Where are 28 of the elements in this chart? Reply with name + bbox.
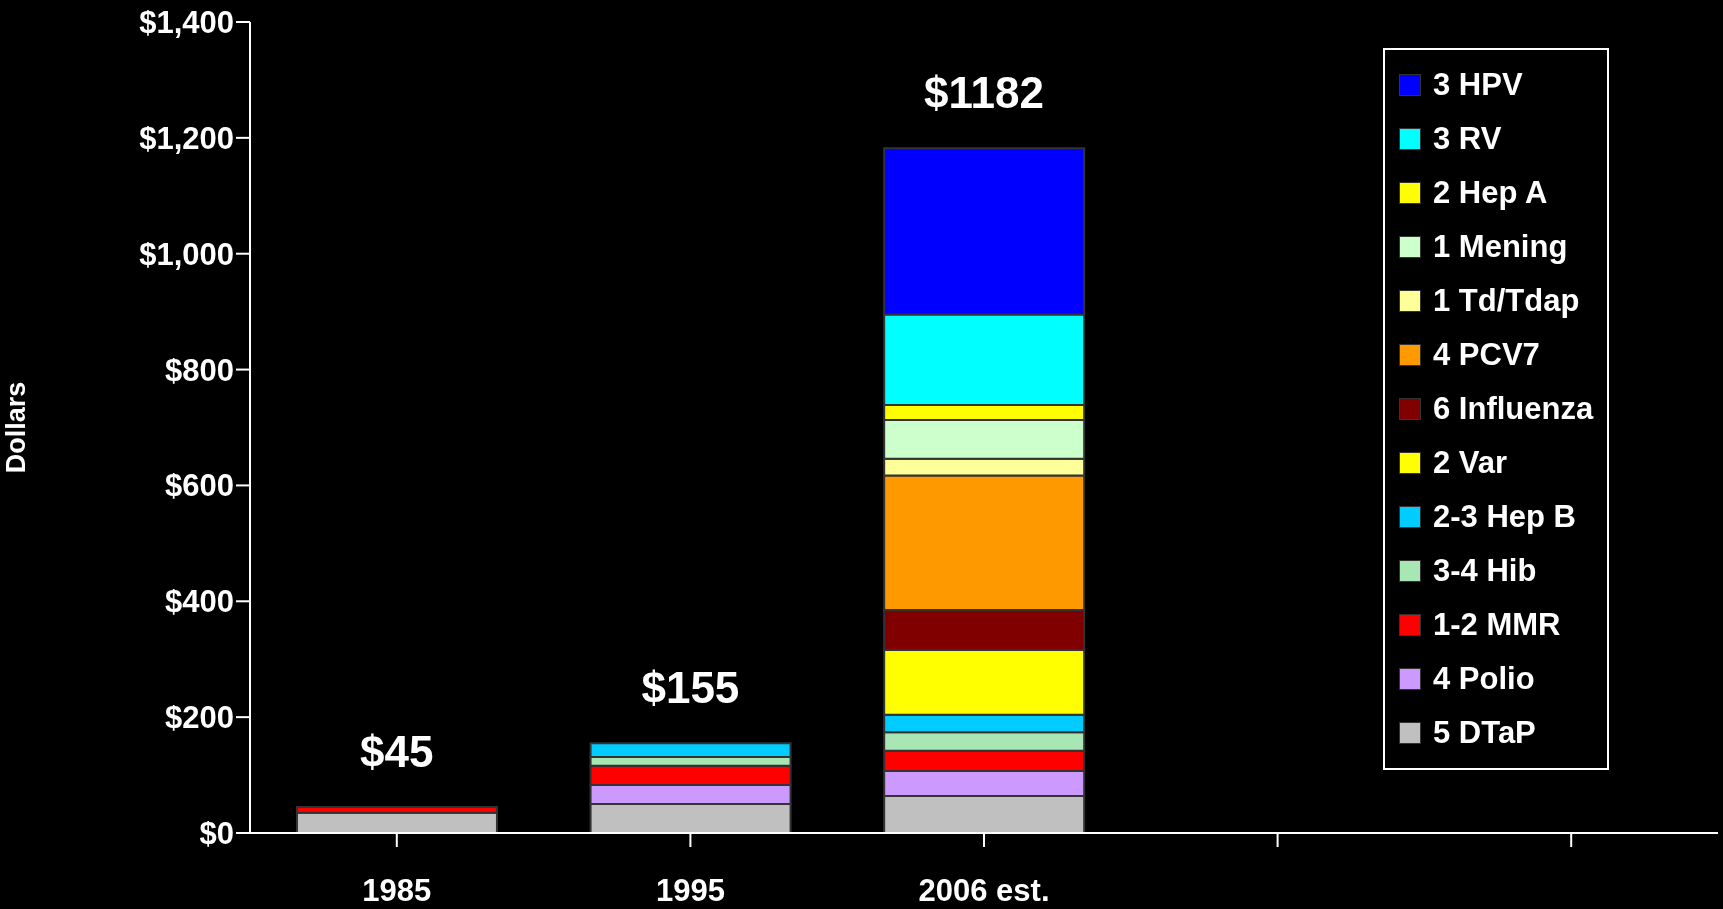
y-tick-label: $400 [165, 584, 234, 620]
legend-label: 1 Td/Tdap [1433, 283, 1580, 319]
legend-label: 2 Var [1433, 445, 1508, 481]
legend-label: 4 PCV7 [1433, 337, 1540, 373]
legend-label: 2 Hep A [1433, 175, 1548, 211]
legend-label: 2-3 Hep B [1433, 499, 1576, 535]
legend-label: 1 Mening [1433, 229, 1568, 265]
y-tick-label: $0 [199, 816, 234, 852]
y-tick-label: $200 [165, 700, 234, 736]
legend-label: 3 RV [1433, 121, 1502, 157]
legend-label: 3-4 Hib [1433, 553, 1537, 589]
legend-label: 6 Influenza [1433, 391, 1594, 427]
legend-label: 3 HPV [1433, 67, 1523, 103]
y-tick-label: $800 [165, 352, 234, 388]
total-label: $155 [641, 663, 740, 713]
total-label: $45 [360, 726, 434, 776]
legend-label: 1-2 MMR [1433, 607, 1561, 643]
y-tick-label: $1,000 [139, 236, 234, 272]
x-tick-label: 1995 [655, 873, 725, 909]
x-tick-label: 2006 est. [918, 873, 1050, 909]
y-tick-label: $600 [165, 468, 234, 504]
y-tick-label: $1,400 [139, 5, 234, 41]
y-tick-label: $1,200 [139, 120, 234, 156]
legend-label: 4 Polio [1433, 661, 1535, 697]
x-tick-label: 1985 [362, 873, 432, 909]
legend-label: 5 DTaP [1433, 715, 1536, 751]
total-label: $1182 [924, 68, 1044, 118]
y-axis-title: Dollars [0, 381, 31, 474]
